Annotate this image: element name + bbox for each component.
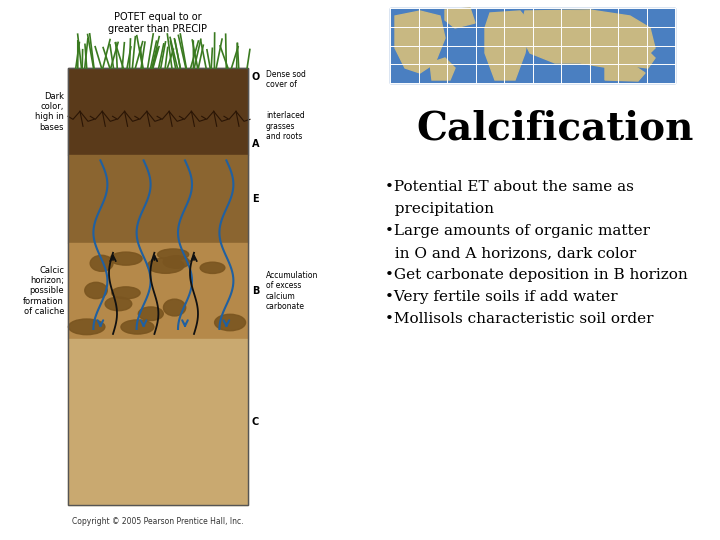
Text: Dense sod
cover of: Dense sod cover of bbox=[266, 70, 306, 90]
Polygon shape bbox=[68, 156, 248, 243]
Ellipse shape bbox=[112, 287, 140, 299]
Text: •Get carbonate deposition in B horizon: •Get carbonate deposition in B horizon bbox=[385, 268, 688, 282]
Ellipse shape bbox=[158, 249, 189, 260]
Polygon shape bbox=[395, 11, 445, 73]
Ellipse shape bbox=[68, 319, 105, 335]
Text: interlaced
grasses
and roots: interlaced grasses and roots bbox=[266, 111, 305, 141]
Text: Calcification: Calcification bbox=[416, 110, 693, 148]
Text: •Potential ET about the same as: •Potential ET about the same as bbox=[385, 180, 634, 194]
Text: Accumulation
of excess
calcium
carbonate: Accumulation of excess calcium carbonate bbox=[266, 271, 318, 311]
Text: C: C bbox=[252, 417, 259, 427]
Text: •Mollisols characteristic soil order: •Mollisols characteristic soil order bbox=[385, 312, 654, 326]
Polygon shape bbox=[430, 58, 455, 80]
Ellipse shape bbox=[148, 258, 184, 273]
Polygon shape bbox=[630, 48, 655, 68]
Text: POTET equal to or
greater than PRECIP: POTET equal to or greater than PRECIP bbox=[109, 12, 207, 33]
Text: Copyright © 2005 Pearson Prentice Hall, Inc.: Copyright © 2005 Pearson Prentice Hall, … bbox=[72, 517, 244, 526]
Text: in O and A horizons, dark color: in O and A horizons, dark color bbox=[385, 246, 636, 260]
Text: B: B bbox=[252, 286, 259, 296]
Ellipse shape bbox=[163, 299, 186, 316]
Text: •Very fertile soils if add water: •Very fertile soils if add water bbox=[385, 290, 618, 304]
Ellipse shape bbox=[215, 314, 246, 330]
Ellipse shape bbox=[138, 307, 163, 321]
Bar bbox=[390, 8, 675, 83]
Ellipse shape bbox=[85, 282, 107, 299]
Ellipse shape bbox=[110, 252, 142, 265]
Ellipse shape bbox=[163, 256, 189, 268]
Polygon shape bbox=[68, 68, 248, 156]
Polygon shape bbox=[68, 243, 248, 339]
Text: E: E bbox=[252, 194, 258, 204]
Polygon shape bbox=[445, 8, 475, 28]
Text: Calcic
horizon;
possible
formation
of caliche: Calcic horizon; possible formation of ca… bbox=[23, 266, 64, 316]
Polygon shape bbox=[605, 63, 645, 81]
Text: Dark
color,
high in
bases: Dark color, high in bases bbox=[35, 92, 64, 132]
Ellipse shape bbox=[105, 297, 132, 310]
Text: •Large amounts of organic matter: •Large amounts of organic matter bbox=[385, 224, 650, 238]
Ellipse shape bbox=[90, 255, 113, 271]
Ellipse shape bbox=[121, 320, 154, 334]
Text: precipitation: precipitation bbox=[385, 202, 494, 216]
Polygon shape bbox=[485, 11, 530, 80]
Ellipse shape bbox=[200, 262, 225, 273]
Polygon shape bbox=[520, 10, 655, 68]
Text: A: A bbox=[252, 139, 259, 150]
Polygon shape bbox=[68, 339, 248, 505]
Text: O: O bbox=[252, 72, 260, 82]
